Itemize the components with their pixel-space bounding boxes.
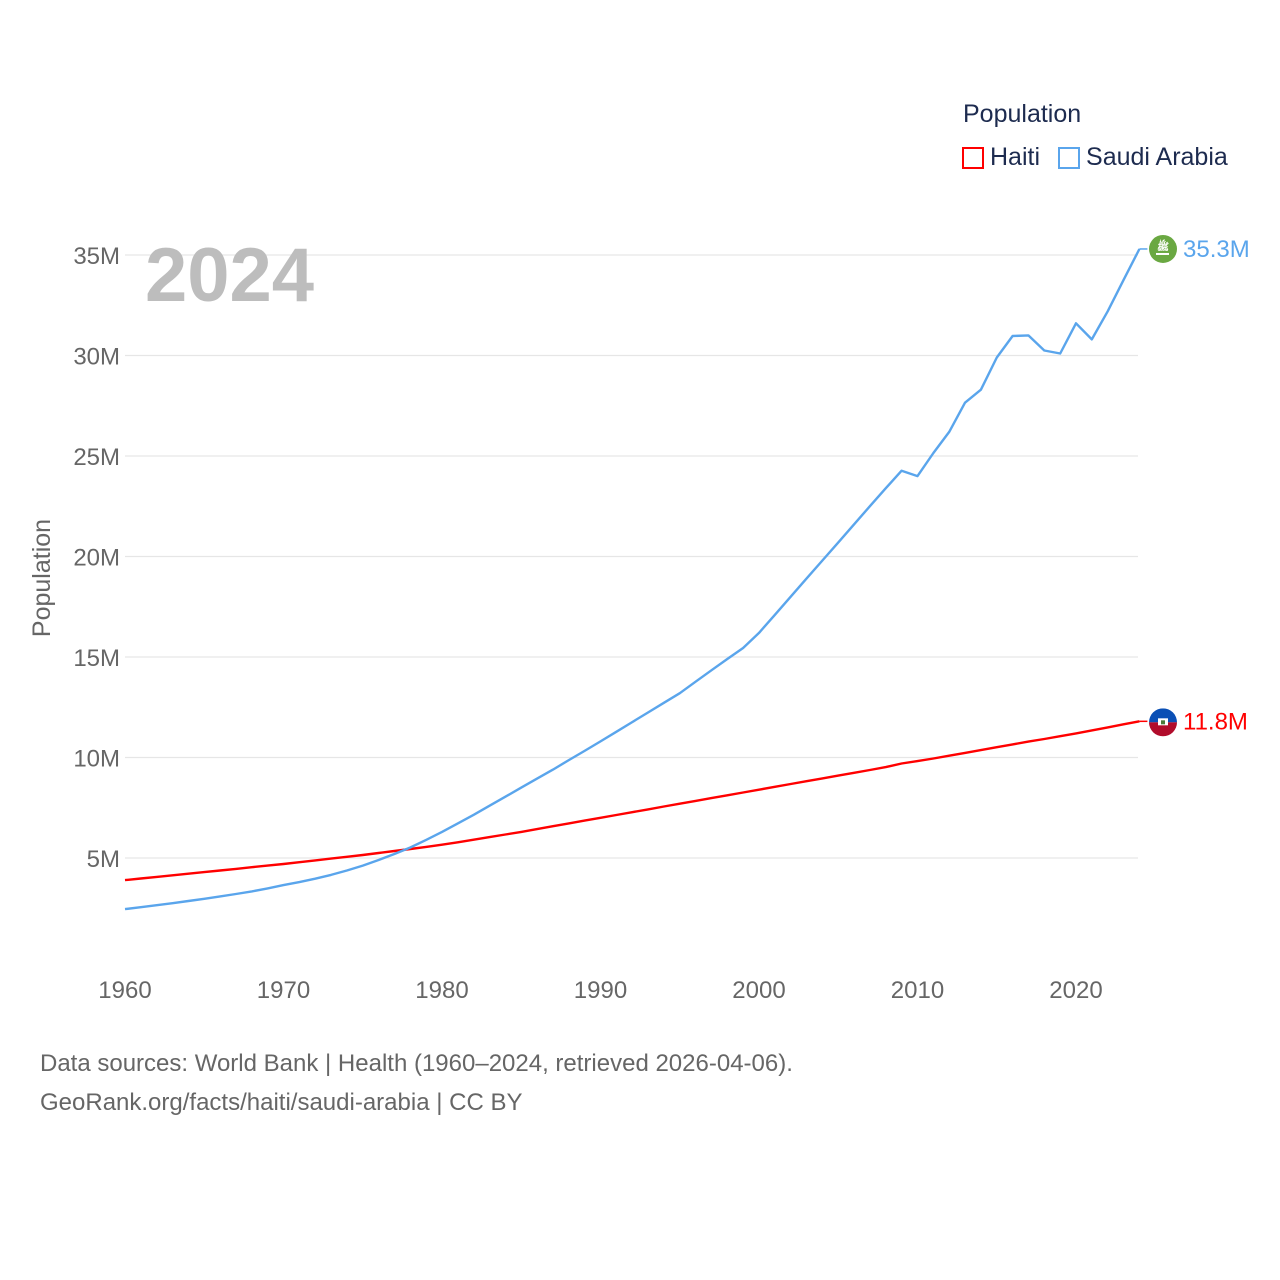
x-tick-label: 1970 xyxy=(257,977,310,1004)
x-axis-ticks: 1960 1970 1980 1990 2000 2010 2020 xyxy=(98,977,1102,1004)
series-line-saudi-arabia xyxy=(124,248,1141,911)
year-watermark: 2024 xyxy=(145,233,314,318)
y-tick-label: 20M xyxy=(73,545,120,572)
legend-label-haiti: Haiti xyxy=(990,143,1041,171)
x-tick-label: 1960 xyxy=(98,977,151,1004)
x-tick-label: 2000 xyxy=(732,977,785,1004)
end-value-label-saudi-arabia: 35.3M xyxy=(1183,236,1250,263)
x-tick-label: 2010 xyxy=(891,977,944,1004)
y-tick-label: 25M xyxy=(73,444,120,471)
x-tick-label: 1990 xyxy=(574,977,627,1004)
legend-swatch-haiti xyxy=(962,146,984,169)
end-value-label-haiti: 11.8M xyxy=(1183,708,1248,735)
saudi-arabia-flag-icon: ﷺ xyxy=(1149,234,1177,263)
series-lines xyxy=(124,248,1141,911)
x-tick-label: 2020 xyxy=(1049,977,1102,1004)
y-axis-label: Population xyxy=(28,519,56,637)
x-tick-label: 1980 xyxy=(415,977,468,1004)
y-tick-label: 10M xyxy=(73,746,120,773)
end-labels: 11.8M ﷺ 35.3M xyxy=(1139,234,1250,737)
source-link[interactable]: GeoRank.org/facts/haiti/saudi-arabia | C… xyxy=(40,1089,523,1116)
y-axis-ticks: 5M 10M 15M 20M 25M 30M 35M xyxy=(73,243,120,873)
gridlines xyxy=(125,254,1138,859)
legend-item-haiti[interactable]: Haiti xyxy=(962,143,1040,172)
y-tick-label: 35M xyxy=(73,243,120,270)
haiti-flag-icon xyxy=(1149,708,1177,737)
legend-item-saudi-arabia[interactable]: Saudi Arabia xyxy=(1058,143,1228,172)
legend-label-saudi-arabia: Saudi Arabia xyxy=(1086,143,1228,171)
y-tick-label: 5M xyxy=(87,846,120,873)
svg-text:ﷺ: ﷺ xyxy=(1157,239,1169,253)
y-tick-label: 30M xyxy=(73,344,120,371)
series-line-haiti xyxy=(124,720,1140,882)
legend-title: Population xyxy=(963,100,1082,128)
legend: Haiti Saudi Arabia xyxy=(962,143,1246,172)
data-source-text: Data sources: World Bank | Health (1960–… xyxy=(40,1050,793,1077)
y-tick-label: 15M xyxy=(73,645,120,672)
legend-swatch-saudi-arabia xyxy=(1058,146,1081,169)
footer: Data sources: World Bank | Health (1960–… xyxy=(40,1044,793,1122)
